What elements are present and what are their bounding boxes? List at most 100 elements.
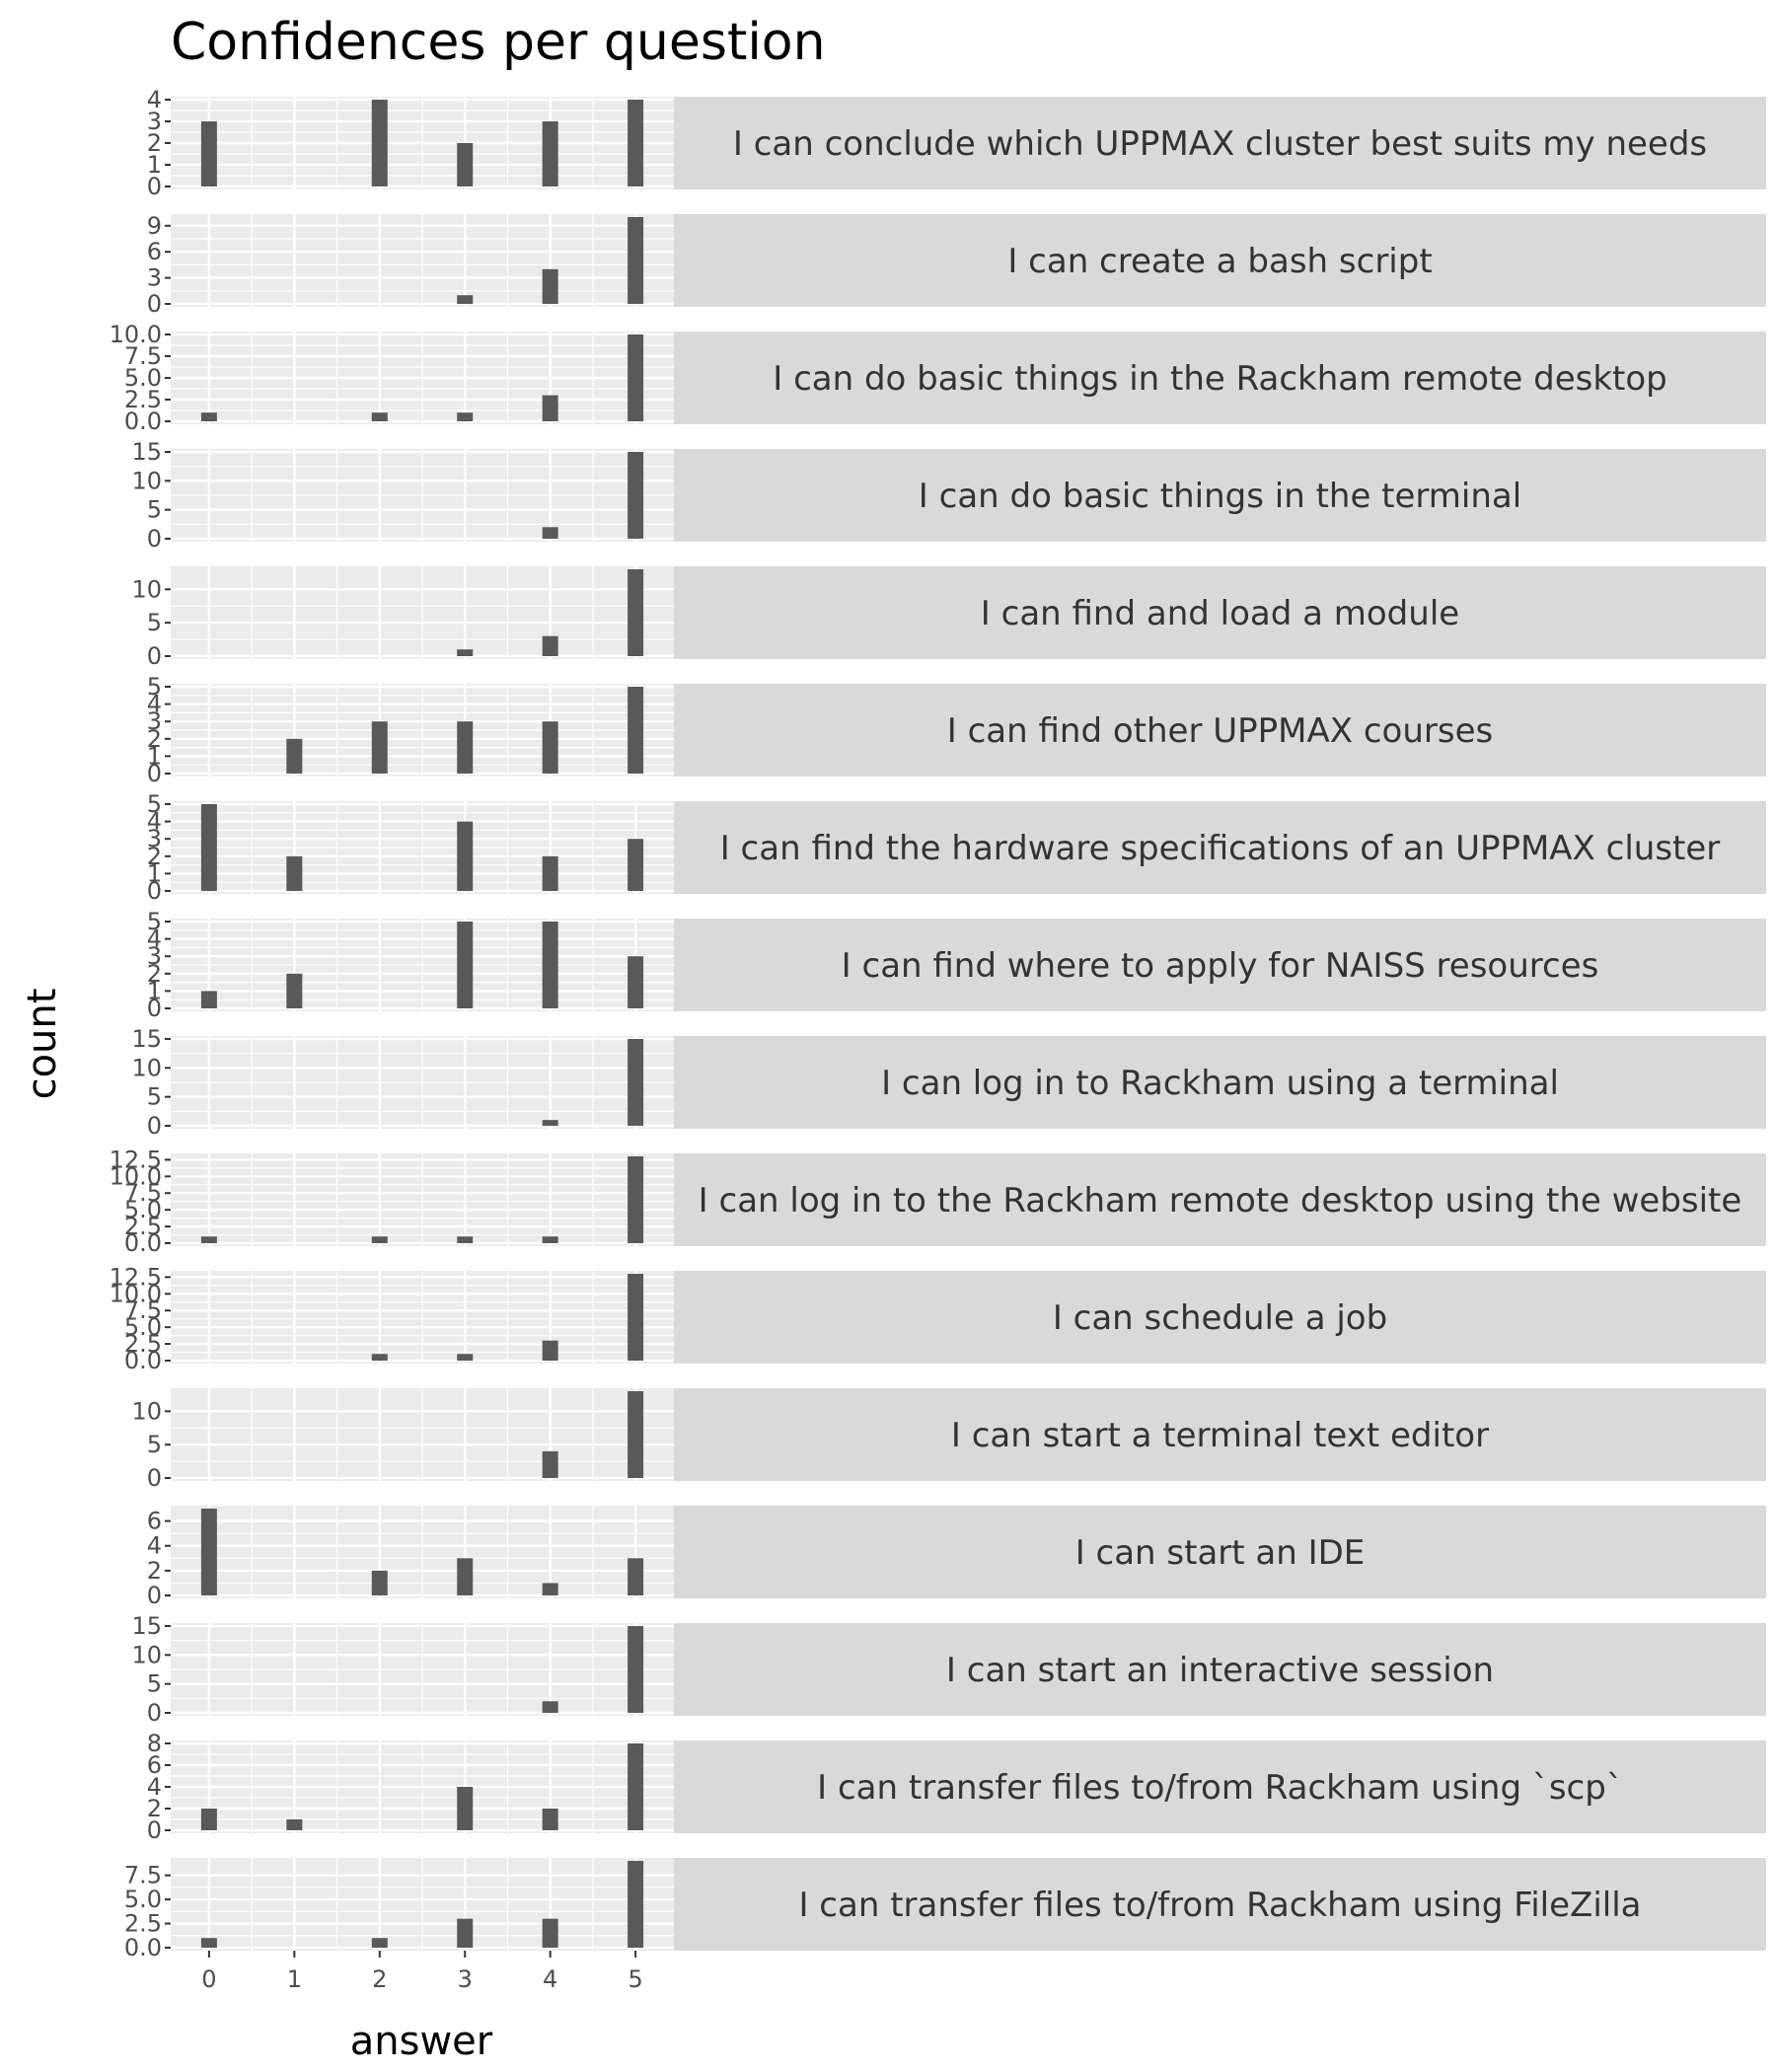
y-tick-label: 6 (147, 1508, 162, 1535)
y-tick-label: 0 (147, 1816, 162, 1844)
y-tick-label: 2 (147, 960, 162, 988)
facet-strip (674, 1506, 1766, 1598)
facet-strip (674, 97, 1766, 189)
facet-strip-label: I can transfer files to/from Rackham usi… (798, 1886, 1641, 1925)
y-tick-label: 3 (147, 707, 162, 735)
y-tick-label: 5 (147, 790, 162, 818)
bar (457, 821, 474, 891)
bar (371, 1236, 388, 1243)
y-tick-label: 5 (147, 908, 162, 935)
y-tick-label: 5 (147, 673, 162, 701)
y-tick-label: 0.0 (124, 1229, 162, 1257)
y-tick-label: 6 (147, 238, 162, 265)
y-tick-label: 3 (147, 942, 162, 970)
facet-panel: 0.02.55.07.510.012.5 I can schedule a job (110, 1263, 1766, 1374)
y-tick-label: 4 (147, 1532, 162, 1560)
bar (371, 412, 388, 421)
bar (200, 1236, 217, 1243)
facet-panel: 0.02.55.07.510.0 I can do basic things in… (110, 321, 1766, 435)
y-tick-label: 0.0 (124, 1347, 162, 1374)
y-tick-label: 0 (147, 1112, 162, 1140)
y-tick-label: 0 (147, 642, 162, 670)
y-tick-label: 2.5 (124, 1330, 162, 1358)
bar (542, 855, 558, 891)
y-tick-label: 0 (147, 1699, 162, 1727)
y-tick-label: 5.0 (124, 364, 162, 392)
y-tick-label: 2 (147, 843, 162, 870)
y-tick-label: 5.0 (124, 1886, 162, 1913)
x-tick-label: 0 (201, 1965, 216, 1993)
y-tick-label: 0 (147, 760, 162, 787)
bar (628, 1558, 644, 1595)
bar (200, 121, 217, 186)
bar (542, 1450, 558, 1478)
bar (542, 268, 558, 304)
y-tick-label: 12.5 (110, 1263, 162, 1291)
bar (371, 100, 388, 186)
bar (542, 1918, 558, 1948)
bar (200, 1809, 217, 1830)
bar (628, 1156, 644, 1243)
facet-strip (674, 449, 1766, 542)
bar (542, 1236, 558, 1243)
y-tick-label: 5.0 (124, 1196, 162, 1223)
facet-strip-label: I can conclude which UPPMAX cluster best… (733, 124, 1707, 164)
y-tick-label: 1 (147, 151, 162, 179)
facet-panel: 0.02.55.07.510.012.5 I can log in to the … (110, 1146, 1766, 1257)
bar (457, 1558, 474, 1595)
y-tick-label: 4 (147, 86, 162, 113)
x-axis: 0 1 2 3 4 5 (201, 1951, 643, 1993)
bar (286, 738, 303, 774)
bar (371, 1570, 388, 1595)
facet-strip (674, 919, 1766, 1011)
facet-strip (674, 566, 1766, 659)
facet-strip (674, 1271, 1766, 1364)
bar (628, 1626, 644, 1713)
bar (457, 1354, 474, 1361)
y-tick-label: 10.0 (110, 321, 162, 348)
x-axis-title: answer (350, 2019, 493, 2064)
y-tick-label: 2 (147, 1795, 162, 1822)
y-tick-label: 1 (147, 859, 162, 887)
y-tick-label: 15 (131, 438, 162, 466)
bar (286, 855, 303, 891)
y-tick-label: 5 (147, 496, 162, 524)
y-tick-label: 2 (147, 725, 162, 753)
y-tick-label: 10 (131, 575, 162, 603)
y-tick-label: 1 (147, 977, 162, 1004)
bar (457, 649, 474, 656)
facet-strip (674, 1740, 1766, 1833)
y-tick-label: 5 (147, 1670, 162, 1698)
y-tick-label: 2.5 (124, 1213, 162, 1240)
y-tick-label: 5 (147, 609, 162, 636)
y-tick-label: 3 (147, 825, 162, 852)
y-tick-label: 0.0 (124, 407, 162, 435)
bar (457, 1787, 474, 1830)
facet-strip-label: I can do basic things in the terminal (919, 477, 1521, 516)
y-tick-label: 7.5 (124, 1862, 162, 1889)
y-tick-label: 8 (147, 1730, 162, 1757)
facet-strip (674, 1153, 1766, 1246)
facet-strip-label: I can schedule a job (1053, 1298, 1387, 1338)
y-tick-label: 5 (147, 1431, 162, 1458)
bar (457, 143, 474, 186)
bar (286, 973, 303, 1008)
y-tick-label: 2.5 (124, 1910, 162, 1938)
y-tick-label: 10.0 (110, 1280, 162, 1307)
bar (628, 687, 644, 774)
bar (628, 1274, 644, 1361)
y-tick-label: 10.0 (110, 1162, 162, 1190)
bar (542, 527, 558, 539)
y-tick-label: 9 (147, 212, 162, 240)
y-tick-label: 7.5 (124, 342, 162, 370)
y-tick-label: 10 (131, 1054, 162, 1081)
bar (457, 922, 474, 1008)
bar (200, 1938, 217, 1948)
facet-strip (674, 214, 1766, 307)
facet-strip (674, 1388, 1766, 1481)
